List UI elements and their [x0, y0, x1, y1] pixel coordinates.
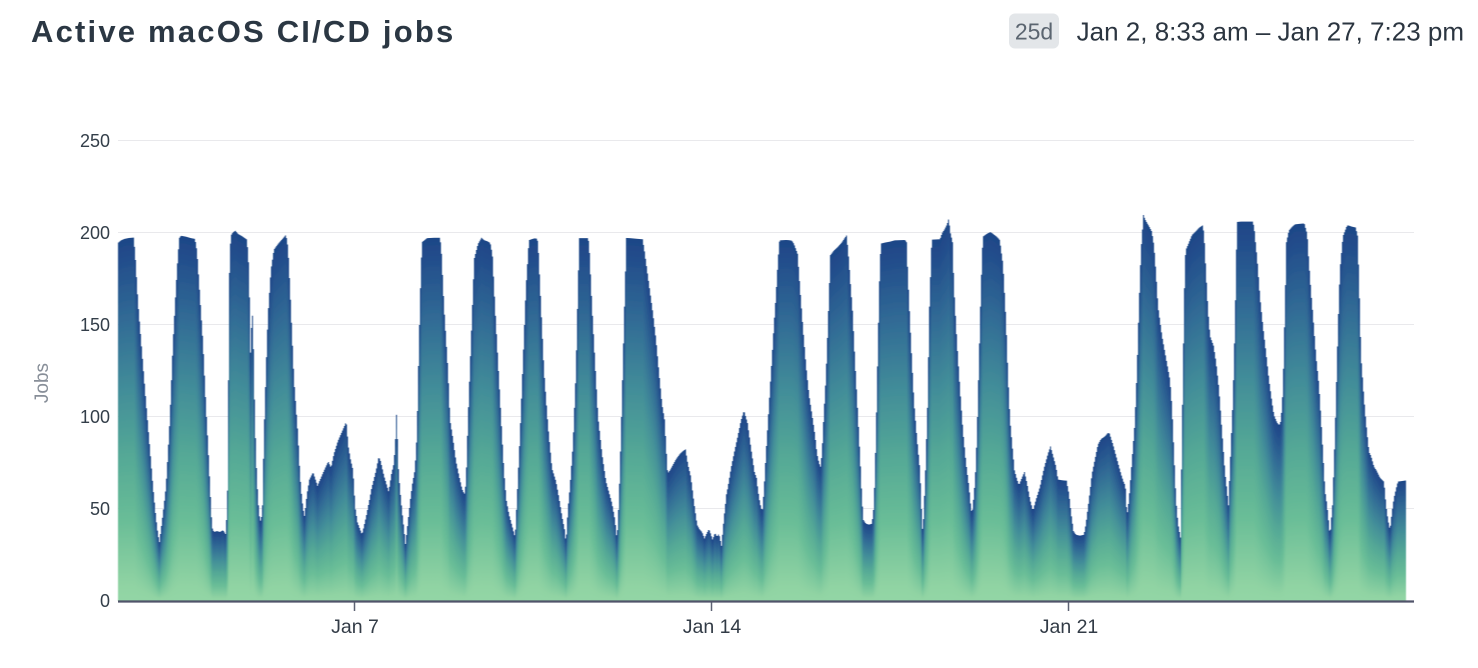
svg-text:Jobs: Jobs: [32, 363, 53, 403]
svg-text:150: 150: [80, 315, 110, 335]
svg-text:200: 200: [80, 223, 110, 243]
svg-text:Jan 2, 8:33 am – Jan 27, 7:23: Jan 2, 8:33 am – Jan 27, 7:23 pm: [1077, 17, 1464, 47]
svg-text:25d: 25d: [1015, 19, 1053, 45]
svg-text:Active macOS CI/CD jobs: Active macOS CI/CD jobs: [31, 14, 455, 49]
svg-text:Jan 14: Jan 14: [683, 616, 742, 638]
svg-text:Jan 21: Jan 21: [1040, 616, 1099, 638]
svg-text:100: 100: [80, 407, 110, 427]
svg-text:Jan 7: Jan 7: [331, 616, 379, 638]
svg-text:0: 0: [100, 591, 110, 611]
svg-text:50: 50: [90, 499, 110, 519]
svg-text:250: 250: [80, 131, 110, 151]
